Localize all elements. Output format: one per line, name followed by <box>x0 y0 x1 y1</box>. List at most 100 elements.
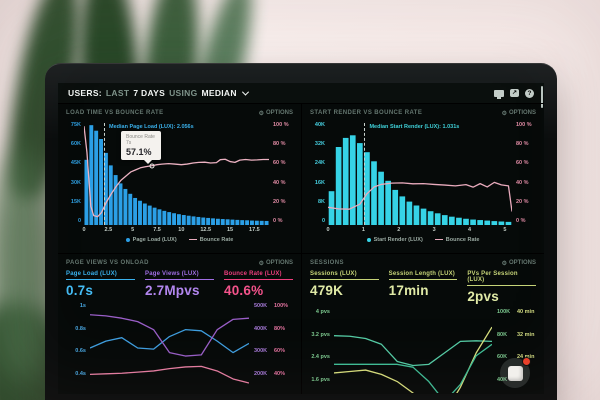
histogram-bar[interactable] <box>142 203 147 225</box>
legend-dot-icon <box>125 237 130 242</box>
users-filter-dropdown[interactable]: USERS: LAST 7 DAYS USING MEDIAN <box>68 88 249 98</box>
histogram-bar[interactable] <box>413 205 420 226</box>
histogram-bar[interactable] <box>118 183 123 225</box>
histogram-bar[interactable] <box>477 220 483 225</box>
chart-plot[interactable]: Median Page Load (LUX): 2.056s Bounce Ra… <box>84 121 269 225</box>
histogram-bar[interactable] <box>364 152 370 225</box>
histogram-bar[interactable] <box>99 139 103 225</box>
histogram-bar[interactable] <box>245 220 250 225</box>
histogram-and-line[interactable] <box>84 121 269 225</box>
histogram-bar[interactable] <box>254 220 259 225</box>
histogram-bar[interactable] <box>162 210 167 225</box>
options-button[interactable]: ⚙ OPTIONS <box>501 260 536 267</box>
legend-bounce-rate[interactable]: Bounce Rate <box>188 237 233 243</box>
options-button[interactable]: ⚙ OPTIONS <box>258 260 293 267</box>
panel-sessions: SESSIONS ⚙ OPTIONS Sessions (LUX) 479K Se… <box>301 253 544 394</box>
axis-tick: 15 <box>226 227 234 233</box>
histogram-bar[interactable] <box>349 135 356 225</box>
histogram-bar[interactable] <box>128 193 133 225</box>
histogram-bar[interactable] <box>220 219 225 225</box>
histogram-bar[interactable] <box>206 217 211 225</box>
histogram-bar[interactable] <box>342 137 349 225</box>
histogram-bar[interactable] <box>196 216 201 225</box>
histogram-bar[interactable] <box>484 220 491 225</box>
histogram-bar[interactable] <box>385 180 391 225</box>
histogram-bar[interactable] <box>434 213 441 225</box>
histogram-bar[interactable] <box>491 221 498 225</box>
legend-bounce-rate[interactable]: Bounce Rate <box>434 237 479 243</box>
histogram-bar[interactable] <box>84 159 89 225</box>
metric-label: Sessions (LUX) <box>310 271 379 280</box>
chart-plot[interactable] <box>90 301 249 387</box>
histogram-bar[interactable] <box>406 201 413 225</box>
histogram-bar[interactable] <box>399 196 406 225</box>
histogram-bar[interactable] <box>138 200 142 225</box>
axis-tick-pair: 300K 60% <box>254 348 286 355</box>
histogram-bar[interactable] <box>147 205 152 225</box>
chart-plot[interactable]: Median Start Render (LUX): 1.031s <box>328 121 512 225</box>
options-button[interactable]: ⚙ OPTIONS <box>258 110 293 117</box>
histogram-bar[interactable] <box>392 189 399 225</box>
axis-tick-pair: 100K 40 min <box>497 309 535 315</box>
histogram-bar[interactable] <box>470 219 476 225</box>
histogram-bar[interactable] <box>215 218 220 225</box>
series-line <box>334 344 492 393</box>
histogram-bar[interactable] <box>123 188 128 225</box>
help-icon[interactable]: ? <box>525 88 534 98</box>
histogram-bar[interactable] <box>427 211 434 225</box>
axis-tick: 12.5 <box>200 227 212 233</box>
legend-start-render[interactable]: Start Render (LUX) <box>366 237 423 243</box>
histogram-bar[interactable] <box>94 130 99 225</box>
histogram-bar[interactable] <box>172 213 177 225</box>
axis-tick: 0.4s <box>75 370 86 377</box>
share-icon[interactable]: ↗ <box>510 89 519 97</box>
histogram-bar[interactable] <box>357 143 363 225</box>
histogram-bar[interactable] <box>335 147 342 225</box>
histogram-bar[interactable] <box>420 208 427 225</box>
histogram-bar[interactable] <box>167 212 172 225</box>
histogram-bar[interactable] <box>378 171 384 225</box>
scrollbar[interactable] <box>541 86 543 108</box>
histogram-bar[interactable] <box>240 220 245 225</box>
histogram-and-line[interactable] <box>328 121 512 225</box>
notification-fab[interactable] <box>500 357 531 388</box>
chart-plot[interactable] <box>334 307 492 393</box>
histogram-bar[interactable] <box>250 220 254 225</box>
line-chart[interactable] <box>90 301 249 387</box>
histogram-bar[interactable] <box>176 214 181 225</box>
histogram-bar[interactable] <box>152 207 157 225</box>
histogram-bar[interactable] <box>259 220 264 225</box>
histogram-bar[interactable] <box>89 125 94 225</box>
axis-tick: 80 % <box>516 141 529 148</box>
histogram-bar[interactable] <box>441 215 448 225</box>
axis-tick: 75K <box>70 122 81 128</box>
axis-tick: 2 <box>397 227 401 233</box>
metric-sessions: Sessions (LUX) 479K <box>310 271 379 304</box>
histogram-bar[interactable] <box>235 219 240 225</box>
histogram-bar[interactable] <box>103 152 108 225</box>
options-button[interactable]: ⚙ OPTIONS <box>501 110 536 117</box>
histogram-bar[interactable] <box>456 217 462 225</box>
histogram-bar[interactable] <box>191 216 196 225</box>
histogram-bar[interactable] <box>113 175 118 225</box>
histogram-bar[interactable] <box>505 221 512 225</box>
histogram-bar[interactable] <box>463 218 469 225</box>
histogram-bar[interactable] <box>264 220 269 225</box>
histogram-bar[interactable] <box>449 216 455 225</box>
monitor-icon[interactable] <box>494 89 504 99</box>
histogram-bar[interactable] <box>157 209 162 225</box>
legend-page-load[interactable]: Page Load (LUX) <box>125 237 177 243</box>
histogram-bar[interactable] <box>225 219 230 225</box>
metric-value: 2pvs <box>467 289 499 304</box>
histogram-bar[interactable] <box>133 197 138 225</box>
histogram-bar[interactable] <box>498 221 505 225</box>
axis-tick-pair: 80K 32 min <box>497 331 535 338</box>
histogram-bar[interactable] <box>181 215 186 225</box>
histogram-bar[interactable] <box>371 161 377 225</box>
histogram-bar[interactable] <box>201 217 206 225</box>
axis-tick: 10 <box>178 227 185 233</box>
histogram-bar[interactable] <box>230 219 235 225</box>
line-chart[interactable] <box>334 307 492 393</box>
histogram-bar[interactable] <box>186 215 191 225</box>
histogram-bar[interactable] <box>211 218 215 225</box>
